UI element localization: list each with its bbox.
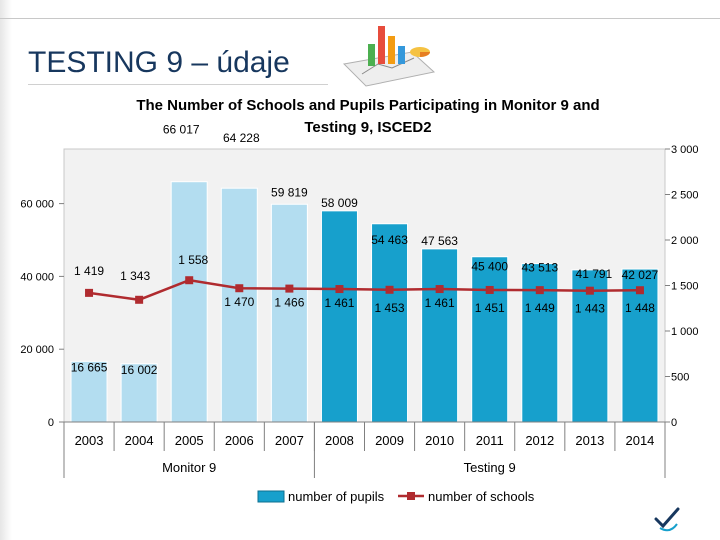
point-schools-2006 [235, 284, 244, 293]
x-tick-label-2009: 2009 [375, 433, 404, 448]
label-schools-2009: 1 453 [375, 301, 405, 315]
label-pupils-2003: 16 665 [71, 360, 108, 374]
label-pupils-2009: 54 463 [371, 233, 408, 247]
label-pupils-2004: 16 002 [121, 363, 158, 377]
chart-title-line-1: The Number of Schools and Pupils Partici… [136, 97, 599, 114]
slide-title: TESTING 9 – údaje [28, 46, 290, 79]
label-schools-2007: 1 466 [274, 296, 304, 310]
label-pupils-2012: 43 513 [521, 261, 558, 275]
x-tick-label-2012: 2012 [525, 433, 554, 448]
label-pupils-2010: 47 563 [421, 234, 458, 248]
label-schools-2004: 1 343 [120, 269, 150, 283]
bar-pupils-2007 [270, 203, 308, 423]
x-tick-label-2008: 2008 [325, 433, 354, 448]
x-tick-label-2013: 2013 [575, 433, 604, 448]
chart-title-line-2: Testing 9, ISCED2 [304, 119, 431, 136]
point-schools-2010 [435, 285, 444, 294]
y-right-tick-label: 1 000 [671, 326, 699, 338]
label-schools-2010: 1 461 [425, 296, 455, 310]
label-schools-2014: 1 448 [625, 301, 655, 315]
y-left-tick-label: 60 000 [20, 199, 54, 211]
bar-pupils-2008 [320, 210, 358, 423]
label-schools-2011: 1 451 [475, 301, 505, 315]
label-schools-2003: 1 419 [74, 264, 104, 278]
legend-label-pupils: number of pupils [288, 489, 385, 504]
point-schools-2005 [185, 276, 194, 285]
label-schools-2013: 1 443 [575, 302, 605, 316]
label-pupils-2011: 45 400 [471, 260, 508, 274]
label-schools-2008: 1 461 [324, 296, 354, 310]
point-schools-2011 [485, 285, 494, 294]
x-tick-label-2004: 2004 [125, 433, 154, 448]
y-right-tick-label: 2 500 [671, 190, 699, 202]
plot-area [63, 148, 666, 423]
y-right-tick-label: 3 000 [671, 144, 699, 156]
y-right-tick-label: 0 [671, 417, 677, 429]
legend-swatch-pupils [257, 490, 285, 503]
x-tick-label-2014: 2014 [625, 433, 654, 448]
point-schools-2014 [635, 286, 644, 295]
slide-top-rule [0, 18, 720, 19]
y-right-tick-label: 500 [671, 372, 689, 384]
label-schools-2012: 1 449 [525, 301, 555, 315]
label-schools-2006: 1 470 [224, 295, 254, 309]
series-line-schools [88, 278, 641, 302]
label-pupils-2005: 66 017 [163, 123, 200, 137]
x-tick-label-2005: 2005 [175, 433, 204, 448]
point-schools-2008 [335, 285, 344, 294]
x-group-label: Monitor 9 [162, 460, 216, 475]
legend-label-schools: number of schools [428, 489, 535, 504]
x-tick-label-2003: 2003 [75, 433, 104, 448]
bar-pupils-2009 [371, 223, 409, 423]
slide-title-rule [28, 84, 328, 85]
legend-marker-schools [407, 492, 415, 500]
point-schools-2003 [85, 288, 94, 297]
label-schools-2005: 1 558 [178, 253, 208, 267]
bar-pupils-2005 [170, 181, 208, 423]
x-tick-label-2007: 2007 [275, 433, 304, 448]
point-schools-2007 [285, 284, 294, 293]
slide-side-shade [0, 0, 12, 540]
y-right-tick-label: 1 500 [671, 281, 699, 293]
label-pupils-2013: 41 791 [576, 267, 613, 281]
label-pupils-2014: 42 027 [622, 268, 659, 282]
label-pupils-2007: 59 819 [271, 185, 308, 199]
label-pupils-2006: 64 228 [223, 131, 260, 145]
x-group-label: Testing 9 [464, 460, 516, 475]
bar-pupils-2010 [421, 248, 459, 423]
bar-pupils-2011 [471, 256, 509, 423]
x-tick-label-2011: 2011 [476, 433, 504, 448]
bar-pupils-2004 [120, 363, 158, 423]
bar-pupils-2014 [621, 268, 659, 423]
point-schools-2013 [585, 286, 594, 295]
point-schools-2012 [535, 286, 544, 295]
y-left-tick-label: 20 000 [20, 344, 54, 356]
y-left-tick-label: 40 000 [20, 271, 54, 283]
x-tick-label-2006: 2006 [225, 433, 254, 448]
point-schools-2009 [385, 285, 394, 294]
x-tick-label-2010: 2010 [425, 433, 454, 448]
y-left-tick-label: 0 [48, 417, 54, 429]
checkmark-icon [654, 507, 680, 532]
point-schools-2004 [135, 295, 144, 304]
label-pupils-2008: 58 009 [321, 196, 358, 210]
y-right-tick-label: 2 000 [671, 235, 699, 247]
